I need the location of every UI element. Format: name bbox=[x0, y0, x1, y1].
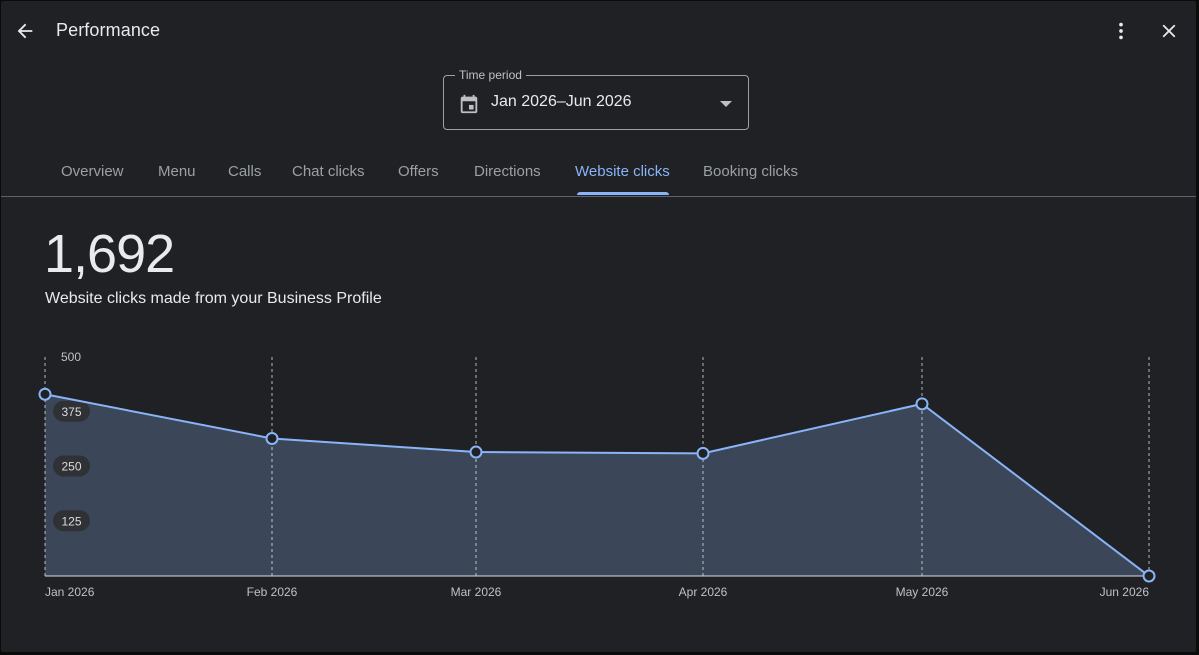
data-point bbox=[265, 431, 279, 445]
summary-description: Website clicks made from your Business P… bbox=[45, 290, 382, 307]
website-clicks-chart: 500 375 250 125 Jan 2026 Feb 2026 Mar 2026 Apr … bbox=[38, 350, 1156, 599]
x-tick-label: May 2026 bbox=[896, 585, 949, 599]
tab-overview[interactable]: Overview bbox=[61, 163, 124, 180]
y-tick-label: 250 bbox=[61, 460, 81, 474]
x-tick-label: Mar 2026 bbox=[451, 585, 502, 599]
more-vert-icon bbox=[1119, 22, 1123, 40]
time-period-select[interactable]: Time period Jan 2026–Jun 2026 bbox=[443, 68, 749, 130]
active-tab-indicator bbox=[577, 192, 669, 195]
y-tick-pill bbox=[53, 510, 90, 532]
x-tick-label: Jan 2026 bbox=[45, 585, 95, 599]
tab-offers[interactable]: Offers bbox=[398, 163, 439, 180]
total-value: 1,692 bbox=[44, 224, 175, 284]
close-icon bbox=[1162, 24, 1176, 38]
tab-bar: Overview Menu Calls Chat clicks Offers D… bbox=[1, 151, 1196, 197]
y-tick-label: 375 bbox=[61, 405, 81, 419]
calendar-icon bbox=[460, 94, 478, 114]
tab-directions[interactable]: Directions bbox=[474, 163, 541, 180]
page-title: Performance bbox=[56, 20, 161, 40]
dropdown-arrow-icon bbox=[720, 101, 732, 107]
time-period-value: Jan 2026–Jun 2026 bbox=[491, 93, 632, 110]
data-point bbox=[1142, 569, 1156, 583]
tab-calls[interactable]: Calls bbox=[228, 163, 262, 180]
tab-website-clicks[interactable]: Website clicks bbox=[575, 163, 670, 180]
tab-booking-clicks[interactable]: Booking clicks bbox=[703, 163, 799, 180]
top-bar: Performance bbox=[1, 1, 1196, 63]
more-options-button[interactable] bbox=[1101, 11, 1141, 51]
back-button[interactable] bbox=[5, 11, 45, 51]
data-point bbox=[915, 397, 929, 411]
data-point bbox=[696, 446, 710, 460]
y-tick-pill bbox=[53, 455, 90, 477]
series-line bbox=[44, 393, 1150, 577]
y-tick-label: 125 bbox=[61, 514, 81, 528]
tab-menu[interactable]: Menu bbox=[158, 163, 196, 180]
x-tick-label: Apr 2026 bbox=[679, 585, 728, 599]
y-tick-pill bbox=[53, 400, 90, 422]
data-point bbox=[38, 387, 52, 401]
data-point bbox=[469, 445, 483, 459]
tab-chat-clicks[interactable]: Chat clicks bbox=[292, 163, 365, 180]
time-period-label: Time period bbox=[455, 68, 526, 82]
chart-area-fill bbox=[45, 394, 1149, 576]
x-tick-label: Feb 2026 bbox=[247, 585, 298, 599]
close-button[interactable] bbox=[1149, 11, 1189, 51]
arrow-back-icon bbox=[17, 23, 33, 39]
x-tick-label: Jun 2026 bbox=[1100, 585, 1150, 599]
y-tick-label: 500 bbox=[61, 350, 81, 364]
